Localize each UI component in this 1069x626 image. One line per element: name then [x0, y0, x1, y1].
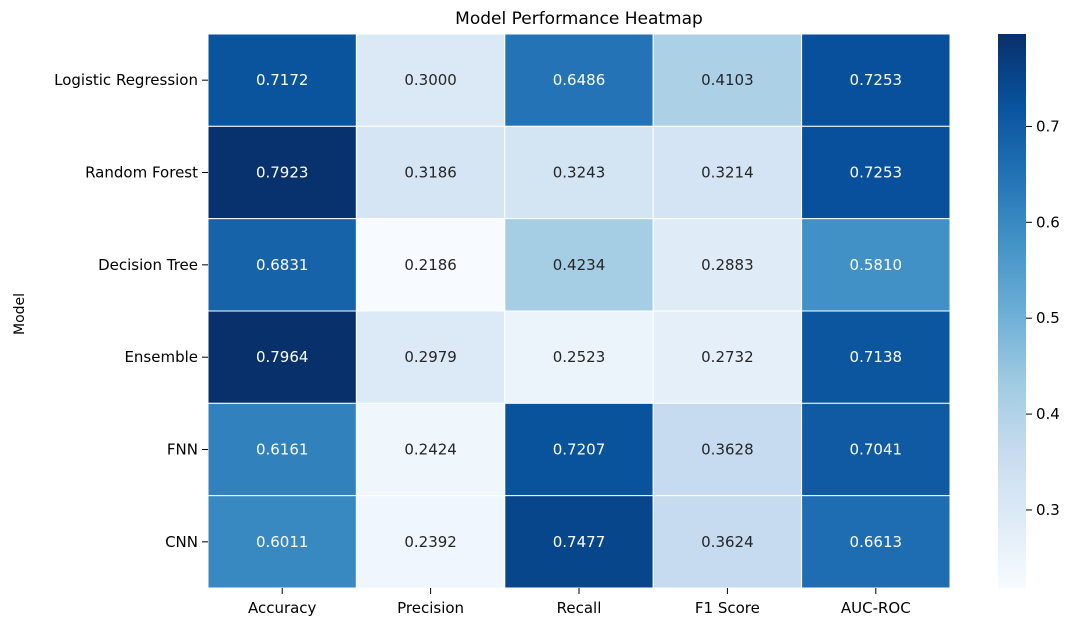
row-label-random-forest: Random Forest — [85, 164, 198, 182]
cell-value-label: 0.7172 — [256, 71, 309, 89]
heatmap-cell-fnn-recall — [504, 402, 654, 497]
cell-value-label: 0.3186 — [404, 164, 457, 182]
heatmap-cell-fnn-precision — [355, 402, 506, 497]
colorbar-gradient-bar — [998, 34, 1026, 588]
row-label-cnn: CNN — [165, 533, 198, 551]
cell-value-label: 0.6486 — [553, 71, 606, 89]
cell-value-label: 0.5810 — [850, 256, 903, 274]
cell-value-label: 0.3214 — [701, 164, 754, 182]
y-axis-label: Model — [12, 293, 28, 335]
heatmap-cell-cnn-precision — [355, 495, 506, 589]
cell-value-label: 0.3624 — [701, 533, 754, 551]
heatmap-cell-random-forest-auc-roc — [801, 125, 951, 220]
colorbar-tick-label: 0.4 — [1036, 405, 1060, 423]
cell-value-label: 0.6011 — [256, 533, 309, 551]
column-label-recall: Recall — [557, 599, 602, 617]
cell-value-label: 0.6161 — [256, 441, 309, 459]
row-label-fnn: FNN — [167, 441, 198, 459]
heatmap-cell-random-forest-recall — [504, 125, 654, 220]
colorbar-tick-label: 0.5 — [1036, 309, 1060, 327]
cell-value-label: 0.2883 — [701, 256, 754, 274]
row-label-ensemble: Ensemble — [124, 348, 198, 366]
heatmap-cell-labels: 0.7172 0.3000 0.6486 0.4103 0.7253 0.7923 0.31… — [256, 71, 902, 551]
cell-value-label: 0.7138 — [850, 348, 903, 366]
cell-value-label: 0.7253 — [850, 71, 903, 89]
heatmap-cell-decision-tree-auc-roc — [801, 218, 951, 312]
cell-value-label: 0.7923 — [256, 164, 309, 182]
heatmap-cell-decision-tree-recall — [504, 218, 654, 312]
column-label-f1-score: F1 Score — [695, 599, 760, 617]
heatmap-cell-ensemble-precision — [355, 310, 506, 404]
heatmap-cell-ensemble-recall — [504, 310, 654, 404]
cell-value-label: 0.3243 — [553, 164, 606, 182]
cell-value-label: 0.7253 — [850, 164, 903, 182]
cell-value-label: 0.6613 — [850, 533, 903, 551]
heatmap-cell-cnn-auc-roc — [801, 495, 951, 589]
heatmap-cell-cnn-f1-score — [652, 495, 803, 589]
heatmap-cells — [207, 33, 951, 589]
row-label-decision-tree: Decision Tree — [98, 256, 198, 274]
cell-value-label: 0.2979 — [404, 348, 457, 366]
heatmap-cell-logistic-regression-recall — [504, 33, 654, 127]
row-labels: Logistic Regression Random Forest Decision… — [54, 71, 208, 551]
heatmap-cell-fnn-accuracy — [207, 402, 357, 497]
cell-value-label: 0.7041 — [850, 441, 903, 459]
heatmap-cell-decision-tree-f1-score — [652, 218, 803, 312]
cell-value-label: 0.7477 — [553, 533, 606, 551]
cell-value-label: 0.2424 — [404, 441, 457, 459]
cell-value-label: 0.2523 — [553, 348, 606, 366]
cell-value-label: 0.7207 — [553, 441, 606, 459]
heatmap-cell-ensemble-auc-roc — [801, 310, 951, 404]
heatmap-cell-logistic-regression-f1-score — [652, 33, 803, 127]
column-label-auc-roc: AUC-ROC — [841, 599, 911, 617]
heatmap-cell-decision-tree-precision — [355, 218, 506, 312]
column-label-precision: Precision — [397, 599, 464, 617]
colorbar-tick-label: 0.7 — [1036, 117, 1060, 135]
cell-value-label: 0.3000 — [404, 71, 457, 89]
heatmap-cell-logistic-regression-accuracy — [207, 33, 357, 127]
heatmap-cell-ensemble-f1-score — [652, 310, 803, 404]
colorbar-tick-label: 0.3 — [1036, 501, 1060, 519]
column-label-accuracy: Accuracy — [248, 599, 317, 617]
heatmap-cell-fnn-auc-roc — [801, 402, 951, 497]
colorbar: 0.3 0.4 0.5 0.6 0.7 — [998, 34, 1060, 588]
heatmap-cell-random-forest-accuracy — [207, 125, 357, 220]
column-labels: Accuracy Precision Recall F1 Score AUC-ROC — [248, 588, 911, 617]
cell-value-label: 0.4103 — [701, 71, 754, 89]
cell-value-label: 0.2732 — [701, 348, 754, 366]
row-label-logistic-regression: Logistic Regression — [54, 71, 198, 89]
heatmap-cell-cnn-recall — [504, 495, 654, 589]
colorbar-tick-label: 0.6 — [1036, 213, 1060, 231]
cell-value-label: 0.2186 — [404, 256, 457, 274]
heatmap-cell-logistic-regression-precision — [355, 33, 506, 127]
heatmap-cell-logistic-regression-auc-roc — [801, 33, 951, 127]
cell-value-label: 0.6831 — [256, 256, 309, 274]
cell-value-label: 0.2392 — [404, 533, 457, 551]
cell-value-label: 0.7964 — [256, 348, 309, 366]
chart-title: Model Performance Heatmap — [455, 9, 703, 29]
cell-value-label: 0.4234 — [553, 256, 606, 274]
cell-value-label: 0.3628 — [701, 441, 754, 459]
